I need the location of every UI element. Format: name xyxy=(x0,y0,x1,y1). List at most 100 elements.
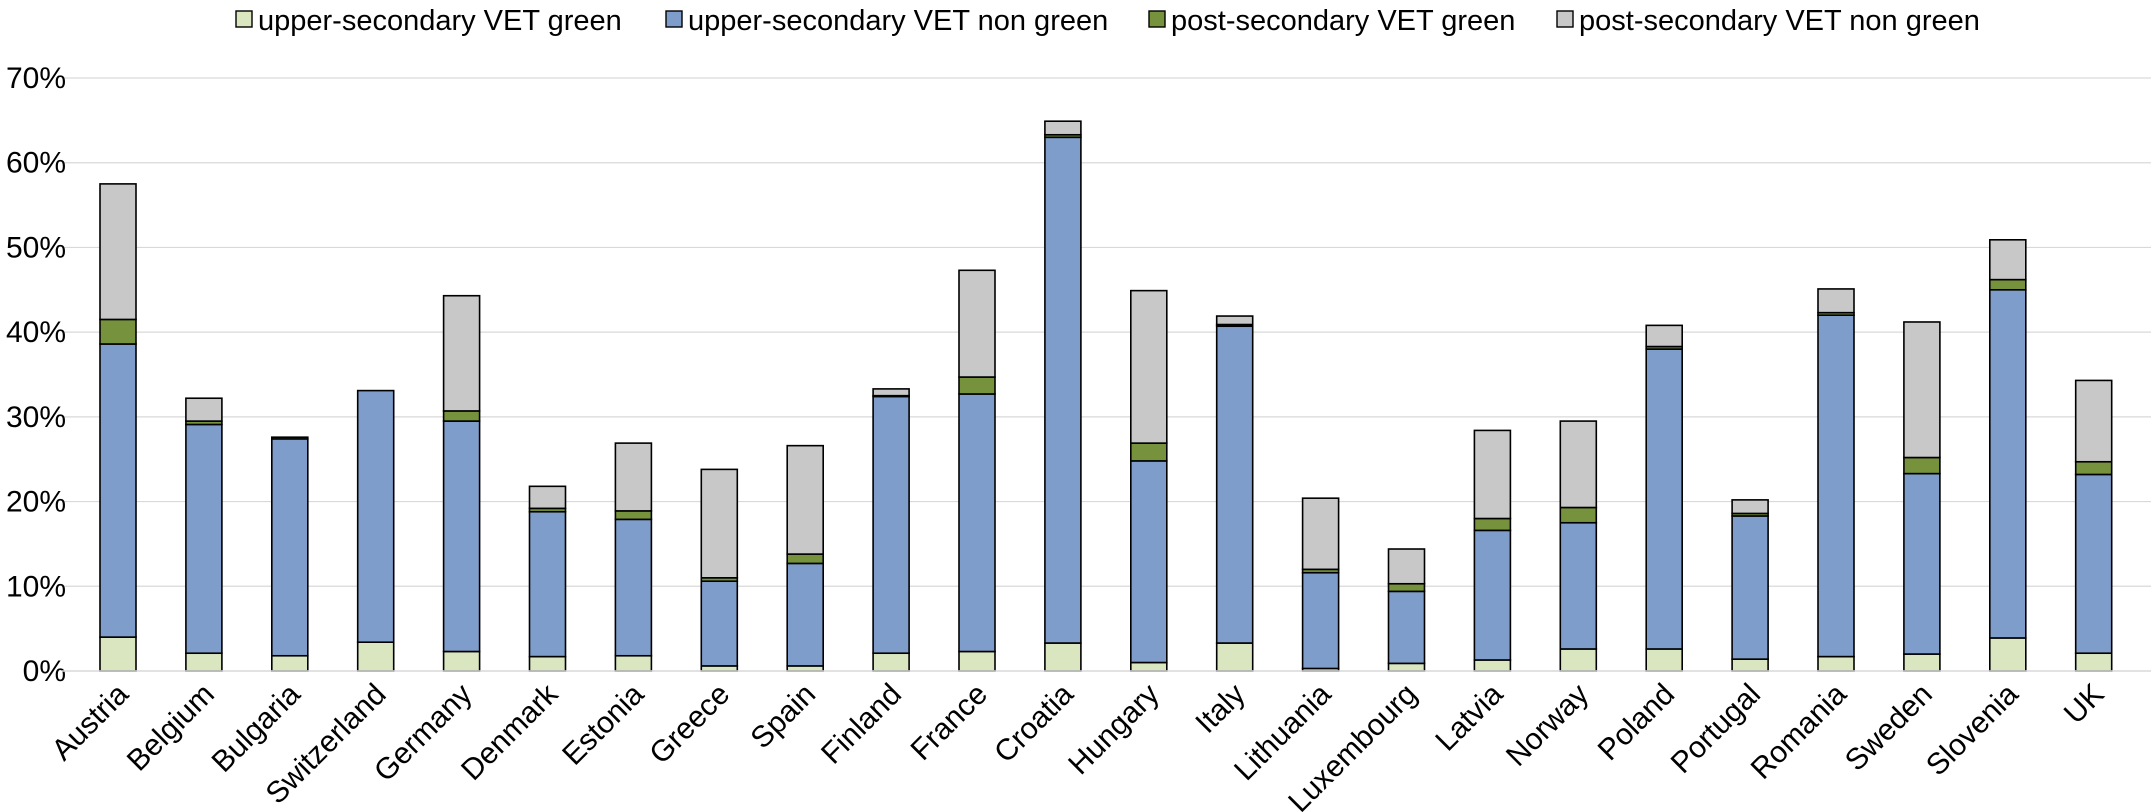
bar-segment-belgium-4 xyxy=(185,397,223,422)
x-tick-label: Norway xyxy=(1500,678,1595,773)
bar-segment-belgium-2 xyxy=(185,423,223,655)
bar-segment-estonia-1 xyxy=(614,654,653,672)
bar-segment-austria-4 xyxy=(99,183,137,321)
bar-segment-germany-1 xyxy=(442,650,481,672)
x-tick-label: Italy xyxy=(1189,678,1251,740)
x-tick-label: Finland xyxy=(815,678,908,771)
legend-label: post-secondary VET green xyxy=(1171,5,1515,37)
bar-segment-switzerland-2 xyxy=(356,389,395,643)
bar-segment-sweden-1 xyxy=(1903,653,1941,672)
bar-segment-spain-3 xyxy=(786,553,825,565)
bar-segment-poland-2 xyxy=(1645,348,1683,650)
bar-segment-latvia-2 xyxy=(1473,529,1512,661)
bar-segment-germany-4 xyxy=(442,294,481,412)
bar-segment-hungary-4 xyxy=(1130,289,1168,444)
bar-segment-denmark-4 xyxy=(528,485,567,510)
bar-segment-sweden-4 xyxy=(1903,321,1941,459)
bar-segment-croatia-2 xyxy=(1044,136,1082,644)
bar-segment-slovenia-2 xyxy=(1989,288,2027,639)
y-tick-label: 30% xyxy=(6,401,66,434)
legend-swatch xyxy=(235,10,253,28)
y-tick-label: 20% xyxy=(6,486,66,519)
y-tick-label: 60% xyxy=(6,147,66,180)
bar-segment-bulgaria-1 xyxy=(270,654,309,672)
y-tick-label: 70% xyxy=(6,62,66,95)
bar-segment-bulgaria-3 xyxy=(270,436,309,440)
bar-segment-france-3 xyxy=(958,376,996,395)
bar-segment-finland-1 xyxy=(872,652,910,672)
bar-segment-austria-3 xyxy=(99,318,137,345)
bar-segment-uk-2 xyxy=(2074,473,2113,655)
bar-segment-luxembourg-2 xyxy=(1387,590,1426,665)
bar-segment-lithuania-2 xyxy=(1301,571,1340,670)
x-tick-label: Hungary xyxy=(1062,678,1166,782)
y-tick-label: 50% xyxy=(6,231,66,264)
bar-segment-italy-4 xyxy=(1215,315,1254,326)
bar-segment-estonia-4 xyxy=(614,442,653,512)
legend-label: post-secondary VET non green xyxy=(1579,5,1980,37)
bar-segment-slovenia-4 xyxy=(1989,239,2027,281)
bar-segment-latvia-1 xyxy=(1473,659,1512,672)
bar-segment-estonia-2 xyxy=(614,518,653,657)
bar-segment-uk-1 xyxy=(2074,652,2113,672)
bar-segment-latvia-3 xyxy=(1473,517,1512,532)
bar-segment-sweden-3 xyxy=(1903,456,1941,475)
bar-segment-italy-1 xyxy=(1215,642,1254,672)
bar-segment-france-4 xyxy=(958,269,996,378)
x-axis: AustriaBelgiumBulgariaSwitzerlandGermany… xyxy=(46,670,2151,812)
legend-swatch xyxy=(1556,10,1574,28)
bar-segment-portugal-4 xyxy=(1731,499,1769,515)
bar-segment-hungary-1 xyxy=(1130,661,1168,672)
bar-segment-portugal-1 xyxy=(1731,658,1769,672)
x-tick-label: France xyxy=(905,678,994,767)
bar-segment-luxembourg-3 xyxy=(1387,582,1426,593)
bar-segment-luxembourg-4 xyxy=(1387,548,1426,585)
x-tick-label: Greece xyxy=(643,678,736,771)
x-tick-label: Romania xyxy=(1745,677,1853,785)
bar-segment-austria-2 xyxy=(99,343,137,638)
bar-segment-france-2 xyxy=(958,393,996,653)
bar-segment-romania-2 xyxy=(1817,314,1855,658)
bar-segment-uk-4 xyxy=(2074,379,2113,463)
bar-segment-uk-3 xyxy=(2074,460,2113,476)
legend-swatch xyxy=(665,10,683,28)
bar-segment-slovenia-1 xyxy=(1989,637,2027,672)
legend-swatch xyxy=(1148,10,1166,28)
bar-segment-slovenia-3 xyxy=(1989,278,2027,291)
y-tick-label: 10% xyxy=(6,570,66,603)
bar-segment-portugal-2 xyxy=(1731,515,1769,660)
bar-segment-romania-1 xyxy=(1817,655,1855,672)
bar-segment-croatia-4 xyxy=(1044,120,1082,136)
x-tick-label: UK xyxy=(2058,678,2111,731)
bar-segment-poland-1 xyxy=(1645,648,1683,672)
bar-segment-sweden-2 xyxy=(1903,472,1941,655)
bar-segment-greece-2 xyxy=(700,580,739,667)
x-tick-label: Estonia xyxy=(556,677,650,771)
bar-segment-germany-2 xyxy=(442,420,481,653)
bar-segment-norway-2 xyxy=(1559,521,1598,650)
legend-label: upper-secondary VET non green xyxy=(688,5,1108,37)
bar-segment-norway-3 xyxy=(1559,506,1598,524)
legend: upper-secondary VET green upper-secondary… xyxy=(235,5,1980,37)
bars xyxy=(99,120,2113,672)
y-tick-label: 0% xyxy=(23,655,66,688)
bar-segment-romania-4 xyxy=(1817,288,1855,314)
bar-segment-italy-2 xyxy=(1215,325,1254,644)
bar-segment-hungary-2 xyxy=(1130,460,1168,664)
bar-segment-greece-4 xyxy=(700,468,739,579)
bar-segment-hungary-3 xyxy=(1130,442,1168,462)
bar-segment-denmark-2 xyxy=(528,510,567,658)
bar-segment-luxembourg-1 xyxy=(1387,662,1426,672)
bar-segment-denmark-1 xyxy=(528,655,567,672)
bar-segment-france-1 xyxy=(958,650,996,672)
bar-segment-austria-1 xyxy=(99,636,137,672)
y-axis: 0% 10% 20% 30% 40% 50% 60% 70% xyxy=(6,62,66,688)
bar-segment-bulgaria-2 xyxy=(270,438,309,657)
bar-segment-finland-4 xyxy=(872,388,910,397)
x-tick-label: Spain xyxy=(745,678,823,756)
bar-segment-croatia-1 xyxy=(1044,642,1082,672)
bar-segment-poland-4 xyxy=(1645,324,1683,348)
legend-label: upper-secondary VET green xyxy=(258,5,622,37)
bar-segment-germany-3 xyxy=(442,410,481,422)
